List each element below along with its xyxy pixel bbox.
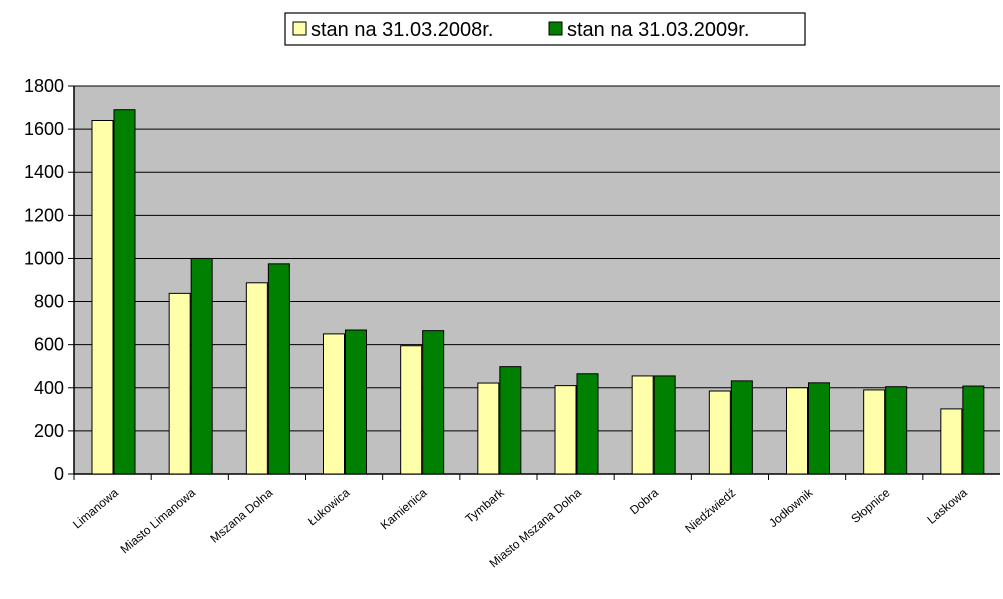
bar-2008 <box>786 387 808 475</box>
legend-label: stan na 31.03.2009r. <box>567 19 749 41</box>
bar-2009 <box>730 380 753 475</box>
bar-2008 <box>631 375 654 475</box>
y-tick-label: 800 <box>34 292 64 312</box>
y-tick-label: 0 <box>54 464 64 484</box>
y-tick-label: 400 <box>34 378 64 398</box>
bar-2008 <box>708 390 731 475</box>
bar-2009 <box>499 366 522 475</box>
y-tick-label: 1800 <box>24 76 64 96</box>
bar-2009 <box>113 109 136 475</box>
plot-background <box>74 86 1000 474</box>
bar-2008 <box>477 382 500 475</box>
bar-2009 <box>345 329 367 475</box>
bar-2009 <box>808 382 830 475</box>
bar-2009 <box>190 257 213 475</box>
bar-2009 <box>267 263 290 475</box>
bar-2008 <box>863 389 886 475</box>
bar-2009 <box>653 375 676 475</box>
plot-area: 0 200 400 600 800 1000 1200 1400 1600 1800 Limanow… <box>24 76 1000 570</box>
legend-swatch <box>292 21 307 36</box>
category-label: Jodłownik <box>766 485 816 530</box>
bar-2008 <box>323 333 345 475</box>
bar-2009 <box>422 330 445 475</box>
y-tick-label: 1400 <box>24 162 64 182</box>
bar-2008 <box>245 282 268 475</box>
y-tick-label: 200 <box>34 421 64 441</box>
bar-2008 <box>400 345 423 475</box>
category-label: Mszana Dolna <box>207 485 275 545</box>
legend-box <box>284 12 806 46</box>
y-tick-label: 1200 <box>24 205 64 225</box>
bar-2009 <box>962 385 985 475</box>
bar-2008 <box>940 408 963 475</box>
y-tick-label: 600 <box>34 335 64 355</box>
y-tick-label: 1600 <box>24 119 64 139</box>
y-tick-label: 1000 <box>24 248 64 268</box>
bar-2008 <box>91 119 114 475</box>
bar-2008 <box>554 385 577 475</box>
bar-2008 <box>168 292 191 475</box>
legend: stan na 31.03.2008r. stan na 31.03.2009r. <box>284 12 806 46</box>
bar-2009 <box>885 386 908 475</box>
category-label: Łukowica <box>305 485 353 528</box>
category-label: Słopnice <box>848 485 893 526</box>
legend-label: stan na 31.03.2008r. <box>311 19 493 41</box>
category-label: Laskowa <box>924 485 970 526</box>
legend-swatch <box>548 21 563 36</box>
category-label: Tymbark <box>463 485 508 526</box>
category-label: Dobra <box>627 485 661 517</box>
bar-2009 <box>576 373 599 475</box>
category-label: Kamienica <box>378 485 430 532</box>
category-label: Limanowa <box>70 485 121 531</box>
category-label: Niedźwiedź <box>682 486 738 536</box>
category-label: Miasto Limanowa <box>118 485 199 556</box>
